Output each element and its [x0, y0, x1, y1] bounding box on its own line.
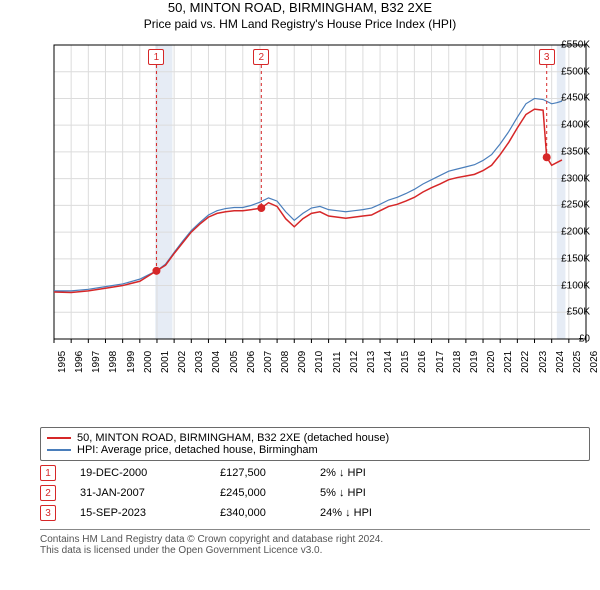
legend-row: HPI: Average price, detached house, Birm… — [47, 444, 583, 456]
y-tick-label: £100K — [550, 280, 590, 291]
y-tick-label: £450K — [550, 93, 590, 104]
x-tick-label: 2013 — [366, 351, 377, 373]
sale-date: 15-SEP-2023 — [80, 507, 220, 519]
sale-date: 19-DEC-2000 — [80, 467, 220, 479]
x-tick-label: 2004 — [211, 351, 222, 373]
sale-marker-box: 3 — [539, 49, 555, 65]
x-tick-label: 2012 — [349, 351, 360, 373]
legend-row: 50, MINTON ROAD, BIRMINGHAM, B32 2XE (de… — [47, 432, 583, 444]
attribution-line: Contains HM Land Registry data © Crown c… — [40, 534, 590, 545]
attribution-line: This data is licensed under the Open Gov… — [40, 545, 590, 556]
x-tick-label: 2021 — [503, 351, 514, 373]
x-tick-label: 2015 — [400, 351, 411, 373]
y-tick-label: £50K — [550, 307, 590, 318]
legend-swatch-icon — [47, 449, 71, 451]
x-tick-label: 2017 — [435, 351, 446, 373]
x-tick-label: 1996 — [74, 351, 85, 373]
y-tick-label: £250K — [550, 200, 590, 211]
x-tick-label: 2023 — [538, 351, 549, 373]
x-tick-label: 2003 — [194, 351, 205, 373]
sale-delta: 24% ↓ HPI — [320, 507, 420, 519]
x-tick-label: 2006 — [246, 351, 257, 373]
chart-title: 50, MINTON ROAD, BIRMINGHAM, B32 2XE — [0, 0, 600, 15]
y-tick-label: £150K — [550, 253, 590, 264]
sales-row: 3 15-SEP-2023£340,00024% ↓ HPI — [40, 505, 590, 521]
y-tick-label: £0 — [550, 334, 590, 345]
sale-price: £340,000 — [220, 507, 320, 519]
x-tick-label: 2024 — [555, 351, 566, 373]
x-tick-label: 2007 — [263, 351, 274, 373]
x-tick-label: 2010 — [314, 351, 325, 373]
y-tick-label: £350K — [550, 146, 590, 157]
sale-marker-icon: 3 — [40, 505, 56, 521]
x-tick-label: 2009 — [297, 351, 308, 373]
sale-delta: 2% ↓ HPI — [320, 467, 420, 479]
x-tick-label: 2002 — [177, 351, 188, 373]
y-tick-label: £500K — [550, 66, 590, 77]
chart-svg — [10, 39, 590, 389]
sale-delta: 5% ↓ HPI — [320, 487, 420, 499]
x-tick-label: 2008 — [280, 351, 291, 373]
sale-date: 31-JAN-2007 — [80, 487, 220, 499]
x-tick-label: 2026 — [589, 351, 600, 373]
x-tick-label: 1997 — [91, 351, 102, 373]
y-tick-label: £400K — [550, 120, 590, 131]
x-tick-label: 2014 — [383, 351, 394, 373]
sale-price: £127,500 — [220, 467, 320, 479]
x-tick-label: 2016 — [417, 351, 428, 373]
sales-row: 1 19-DEC-2000£127,5002% ↓ HPI — [40, 465, 590, 481]
x-tick-label: 2018 — [452, 351, 463, 373]
sale-marker-box: 1 — [148, 49, 164, 65]
legend: 50, MINTON ROAD, BIRMINGHAM, B32 2XE (de… — [40, 427, 590, 461]
x-tick-label: 2025 — [572, 351, 583, 373]
x-tick-label: 2001 — [160, 351, 171, 373]
sale-marker-icon: 2 — [40, 485, 56, 501]
sales-row: 2 31-JAN-2007£245,0005% ↓ HPI — [40, 485, 590, 501]
chart-container: £0 £50K £100K £150K £200K £250K £300K £350K £400… — [10, 39, 590, 389]
x-tick-label: 1995 — [57, 351, 68, 373]
y-tick-label: £550K — [550, 40, 590, 51]
y-tick-label: £200K — [550, 227, 590, 238]
sale-marker-box: 2 — [253, 49, 269, 65]
x-tick-label: 2005 — [229, 351, 240, 373]
legend-label: 50, MINTON ROAD, BIRMINGHAM, B32 2XE (de… — [77, 432, 389, 444]
attribution: Contains HM Land Registry data © Crown c… — [40, 529, 590, 556]
x-tick-label: 2019 — [469, 351, 480, 373]
x-tick-label: 1999 — [126, 351, 137, 373]
x-tick-label: 2000 — [143, 351, 154, 373]
chart-subtitle: Price paid vs. HM Land Registry's House … — [0, 17, 600, 31]
legend-swatch-icon — [47, 437, 71, 439]
x-tick-label: 2020 — [486, 351, 497, 373]
sale-price: £245,000 — [220, 487, 320, 499]
x-tick-label: 2022 — [520, 351, 531, 373]
x-tick-label: 2011 — [332, 351, 343, 373]
y-tick-label: £300K — [550, 173, 590, 184]
x-tick-label: 1998 — [108, 351, 119, 373]
legend-label: HPI: Average price, detached house, Birm… — [77, 444, 318, 456]
sale-marker-icon: 1 — [40, 465, 56, 481]
sales-table: 1 19-DEC-2000£127,5002% ↓ HPI 2 31-JAN-2007… — [0, 465, 600, 521]
